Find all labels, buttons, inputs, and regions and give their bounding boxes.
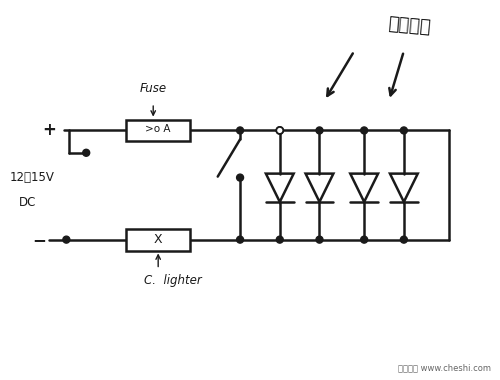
Text: DC: DC (19, 196, 36, 209)
Text: 局部线路: 局部线路 (386, 15, 431, 37)
Circle shape (63, 236, 70, 243)
Circle shape (276, 236, 283, 243)
Circle shape (400, 127, 407, 134)
Circle shape (236, 127, 244, 134)
Circle shape (236, 174, 244, 181)
Text: X: X (154, 233, 162, 246)
Bar (126, 120, 190, 141)
Circle shape (360, 236, 368, 243)
Text: Fuse: Fuse (140, 82, 167, 95)
Circle shape (276, 127, 283, 134)
Circle shape (316, 127, 323, 134)
Text: >o A: >o A (146, 124, 171, 135)
Text: C.  lighter: C. lighter (144, 274, 202, 287)
Circle shape (400, 236, 407, 243)
Circle shape (276, 127, 283, 134)
Text: 12～15V: 12～15V (10, 171, 54, 184)
Text: −: − (32, 231, 46, 249)
Bar (126, 229, 190, 250)
Circle shape (360, 127, 368, 134)
Circle shape (82, 149, 89, 156)
Circle shape (236, 236, 244, 243)
Text: 网上车市 www.cheshi.com: 网上车市 www.cheshi.com (398, 364, 490, 373)
Text: +: + (42, 122, 56, 139)
Circle shape (316, 236, 323, 243)
